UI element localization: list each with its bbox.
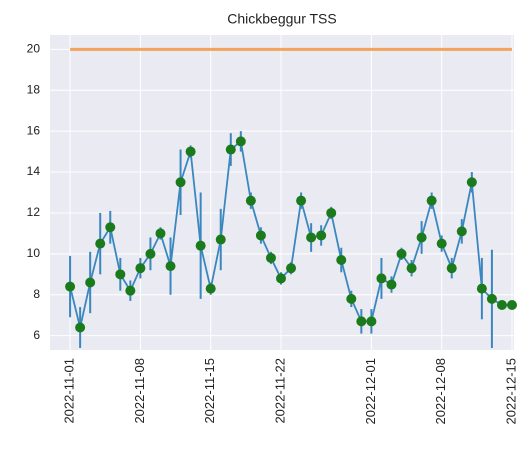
point (296, 195, 307, 206)
point (376, 273, 387, 284)
point (235, 136, 246, 147)
point (496, 300, 507, 310)
point (225, 144, 236, 155)
point (336, 255, 347, 265)
point (366, 316, 377, 327)
point (276, 273, 286, 284)
point (95, 238, 106, 249)
point (446, 263, 457, 274)
point (75, 322, 86, 333)
y-tick-label: 14 (27, 164, 41, 178)
point (135, 263, 146, 274)
point (316, 230, 327, 241)
point (115, 269, 126, 280)
chart-title: Chickbeggur TSS (227, 11, 336, 27)
point (255, 230, 266, 241)
x-tick-label: 2022-11-15 (202, 358, 217, 424)
point (436, 238, 447, 249)
point (406, 263, 417, 274)
point (205, 283, 216, 294)
y-tick-label: 16 (27, 123, 41, 137)
y-tick-label: 12 (27, 205, 41, 219)
point (165, 261, 176, 272)
point (346, 293, 357, 304)
point (185, 146, 196, 157)
point (507, 300, 517, 310)
x-tick-label: 2022-11-01 (62, 358, 77, 424)
x-tick-label: 2022-11-22 (272, 358, 287, 424)
point (486, 293, 497, 304)
point (65, 281, 76, 292)
x-tick-label: 2022-11-08 (132, 358, 147, 424)
point (426, 195, 437, 206)
x-tick-label: 2022-12-08 (433, 358, 448, 425)
point (175, 177, 186, 188)
point (356, 316, 367, 327)
point (466, 177, 477, 188)
point (125, 285, 136, 296)
point (85, 277, 96, 288)
point (396, 248, 407, 259)
point (416, 232, 427, 243)
point (215, 234, 226, 245)
point (265, 252, 276, 263)
point (245, 195, 256, 206)
point (145, 248, 156, 259)
x-tick-label: 2022-12-15 (503, 358, 518, 425)
y-tick-label: 6 (33, 328, 40, 342)
point (195, 240, 206, 251)
plot-area (50, 35, 514, 350)
point (286, 263, 297, 274)
point (155, 228, 166, 239)
point (306, 232, 317, 243)
y-tick-label: 20 (27, 41, 41, 55)
x-tick-label: 2022-12-01 (363, 358, 378, 425)
point (456, 226, 467, 237)
y-tick-label: 10 (27, 246, 41, 260)
y-tick-label: 8 (33, 287, 40, 301)
y-tick-label: 18 (27, 82, 41, 96)
point (105, 222, 116, 233)
point (386, 279, 397, 290)
point (476, 283, 487, 294)
point (326, 207, 337, 218)
